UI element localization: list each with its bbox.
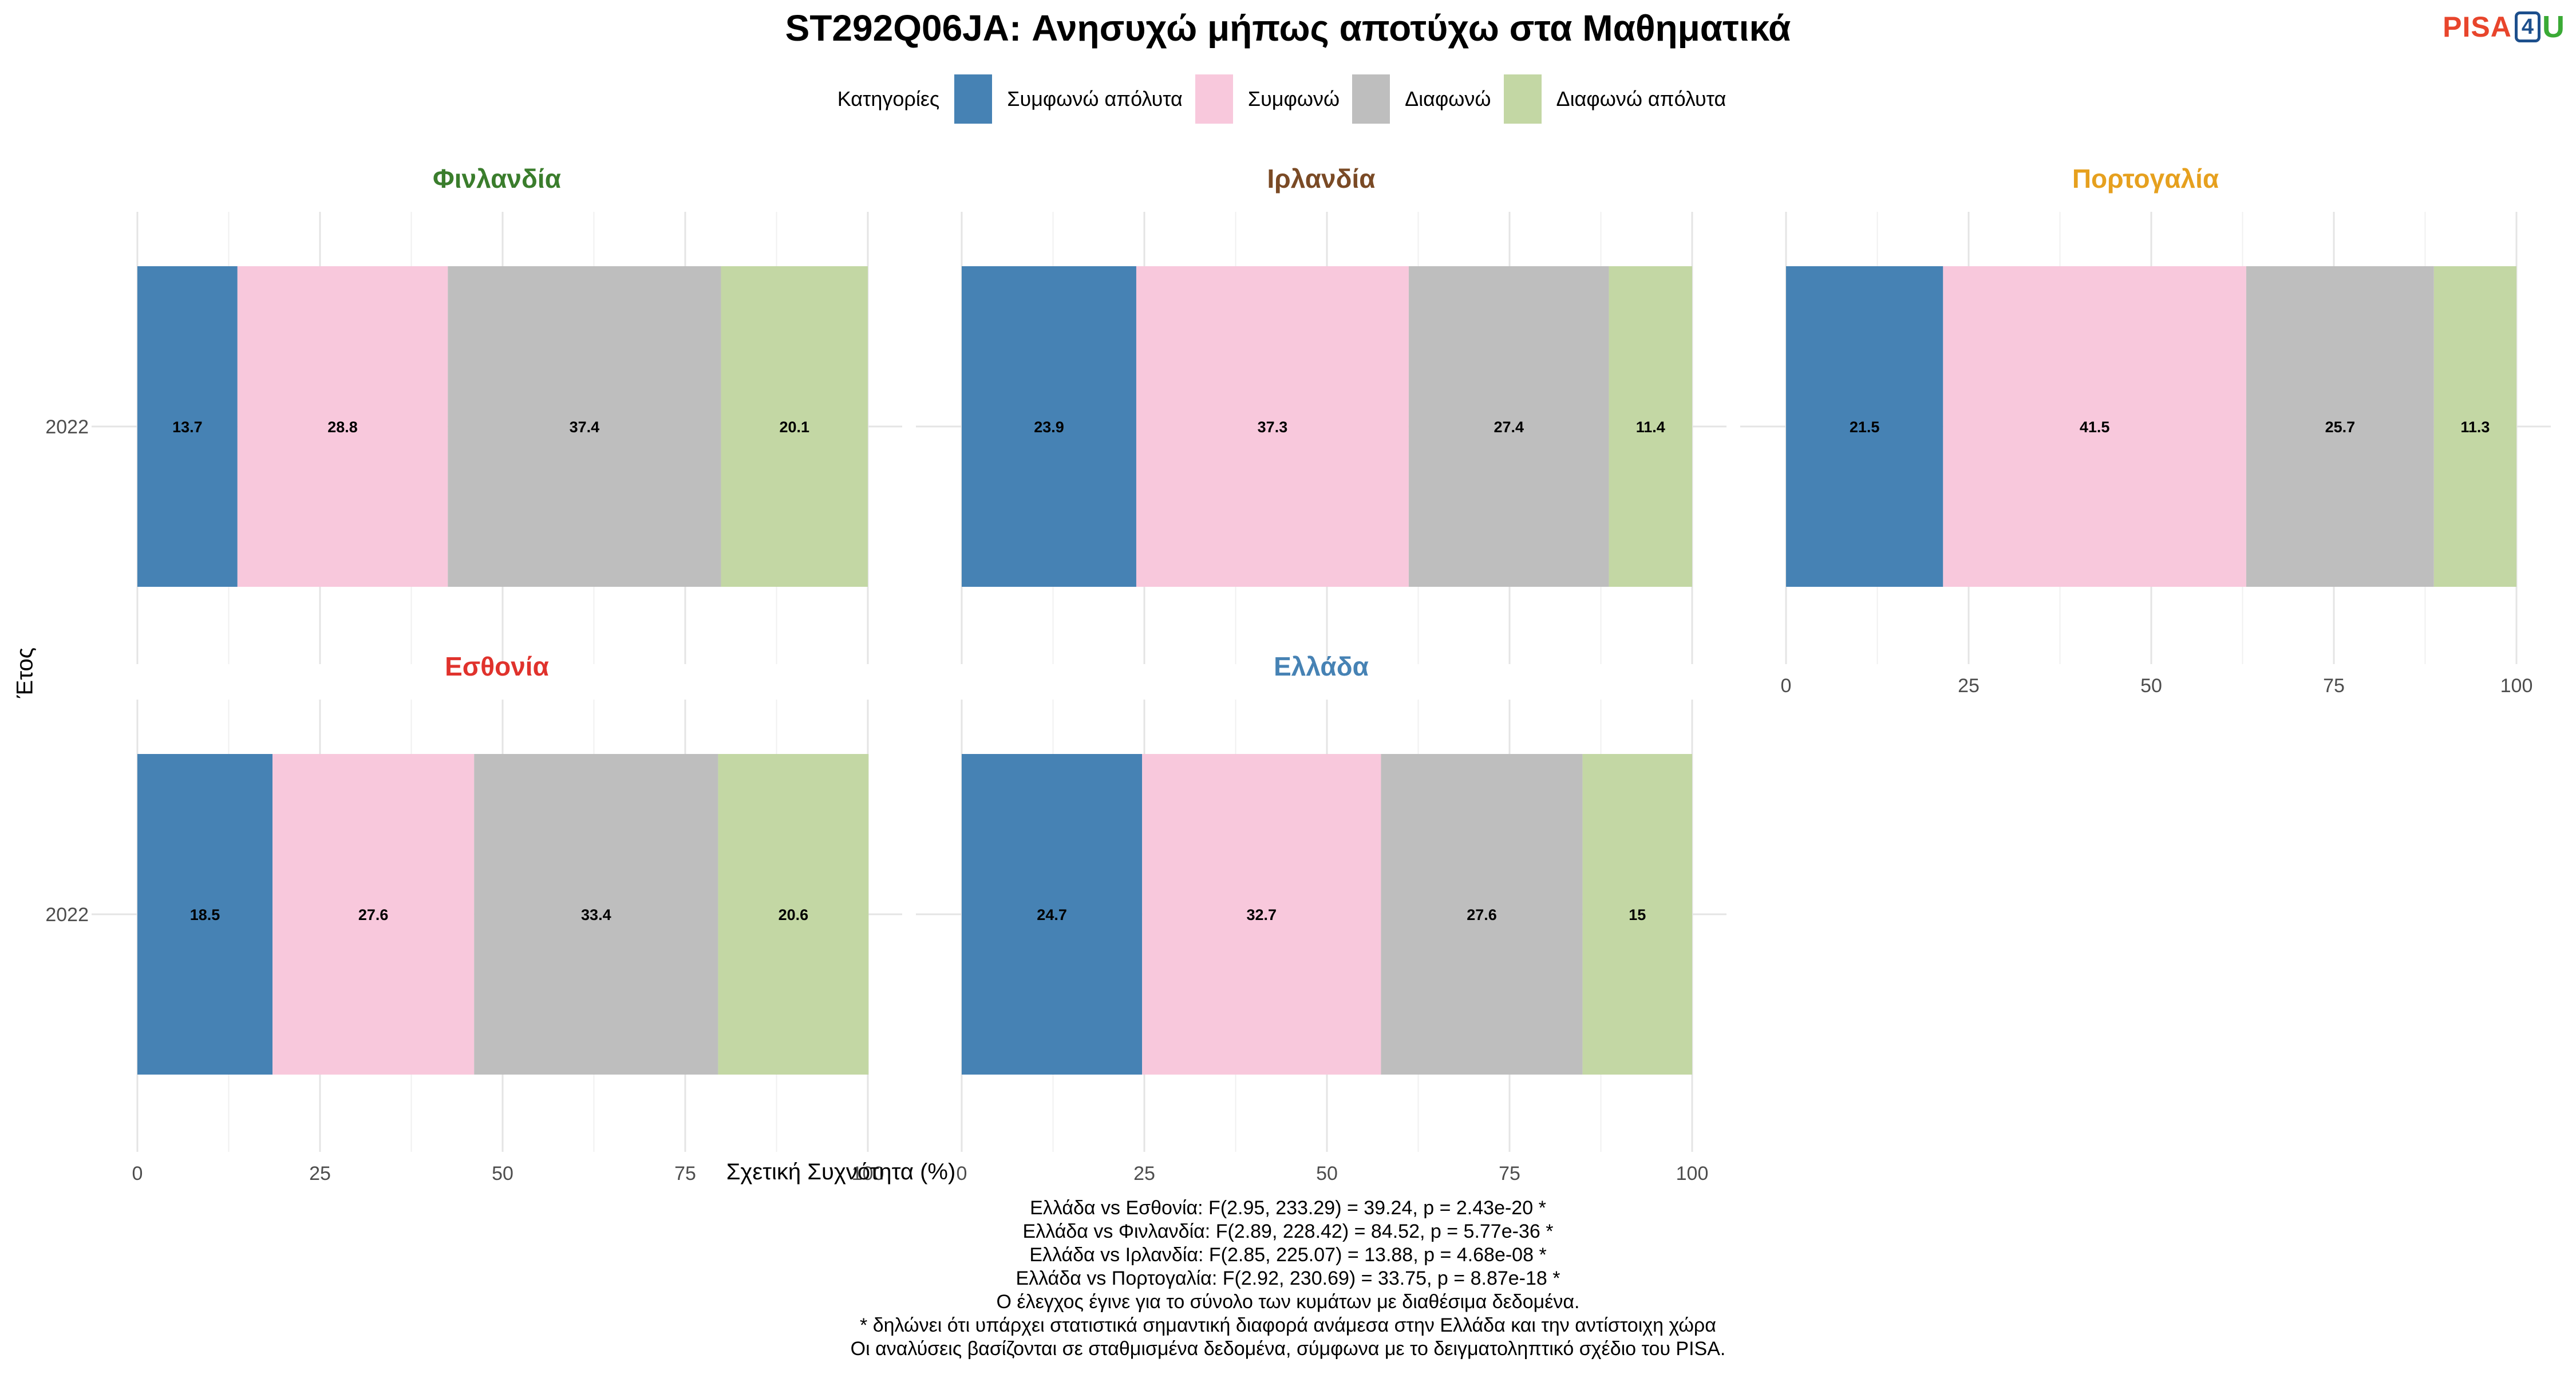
logo-text-u: U (2542, 10, 2565, 44)
bar-segment (1408, 266, 1609, 587)
bar-value-label: 32.7 (1247, 906, 1277, 923)
legend-item-strongly-agree: Συμφωνώ απόλυτα (954, 74, 1183, 124)
bar-segment (137, 266, 238, 587)
bar-value-label: 20.1 (779, 418, 809, 436)
bar-segment (272, 754, 475, 1075)
legend-item-agree: Συμφωνώ (1195, 74, 1340, 124)
bar-segment (1136, 266, 1409, 587)
legend-label-disagree: Διαφωνώ (1405, 87, 1491, 110)
bar-segment (1786, 266, 1943, 587)
x-tick-label: 25 (1958, 675, 1980, 697)
logo-text-four: 4 (2514, 11, 2541, 42)
bar-value-label: 27.4 (1494, 418, 1524, 436)
footnote-line: Ελλάδα vs Πορτογαλία: F(2.92, 230.69) = … (1016, 1268, 1560, 1289)
panel-title: Ιρλανδία (1267, 164, 1375, 194)
bar-segment (1582, 754, 1692, 1075)
logo-text-pisa: PISA (2443, 11, 2512, 43)
legend-label-agree: Συμφωνώ (1247, 87, 1340, 110)
bar-value-label: 15 (1629, 906, 1646, 923)
x-tick-label: 100 (852, 1163, 884, 1185)
x-tick-label: 0 (957, 1163, 967, 1185)
bar-value-label: 23.9 (1034, 418, 1064, 436)
x-tick-label: 100 (2500, 675, 2533, 697)
bar-value-label: 37.4 (570, 418, 600, 436)
chart-title: ST292Q06JA: Ανησυχώ μήπως αποτύχω στα Μα… (785, 7, 1791, 49)
pisa4u-logo: PISA 4 U (2443, 10, 2565, 44)
x-axis-title: Σχετική Συχνότητα (%) (726, 1159, 956, 1185)
x-tick-label: 50 (1316, 1163, 1338, 1185)
legend-item-disagree: Διαφωνώ (1352, 74, 1491, 124)
legend-swatch-agree (1195, 74, 1233, 124)
bar-value-label: 11.3 (2460, 418, 2490, 436)
legend-swatch-strongly-agree (954, 74, 993, 124)
panel-title: Φινλανδία (433, 164, 561, 194)
bar-value-label: 33.4 (581, 906, 611, 923)
panel-title: Ελλάδα (1274, 652, 1369, 681)
x-tick-label: 75 (2323, 675, 2345, 697)
legend-label-strongly-agree: Συμφωνώ απόλυτα (1007, 87, 1183, 110)
legend-swatch-disagree (1352, 74, 1390, 124)
bar-value-label: 18.5 (190, 906, 220, 923)
bar-segment (448, 266, 721, 587)
footnote-line: Ελλάδα vs Εσθονία: F(2.95, 233.29) = 39.… (1030, 1197, 1546, 1219)
bar-value-label: 11.4 (1636, 418, 1665, 436)
legend-swatch-strongly-disagree (1503, 74, 1542, 124)
bar-segment (718, 754, 869, 1075)
bar-segment (1943, 266, 2246, 587)
footnote-line: * δηλώνει ότι υπάρχει στατιστικά σημαντι… (860, 1314, 1716, 1336)
bar-value-label: 21.5 (1850, 418, 1880, 436)
bar-value-label: 27.6 (1467, 906, 1497, 923)
bar-segment (2246, 266, 2434, 587)
x-tick-label: 75 (674, 1163, 696, 1185)
x-tick-label: 75 (1499, 1163, 1520, 1185)
bar-value-label: 37.3 (1258, 418, 1288, 436)
footnote-line: Ελλάδα vs Φινλανδία: F(2.89, 228.42) = 8… (1022, 1221, 1554, 1242)
chart-legend: Κατηγορίες Συμφωνώ απόλυτα Συμφωνώ Διαφω… (0, 73, 2576, 125)
bar-segment (2433, 266, 2516, 587)
bar-segment (137, 754, 273, 1075)
legend-item-strongly-disagree: Διαφωνώ απόλυτα (1503, 74, 1726, 124)
x-tick-label: 25 (1133, 1163, 1155, 1185)
footnotes: Ελλάδα vs Εσθονία: F(2.95, 233.29) = 39.… (0, 1197, 2576, 1361)
legend-title: Κατηγορίες (837, 87, 940, 110)
footnote-line: Ελλάδα vs Ιρλανδία: F(2.85, 225.07) = 13… (1029, 1244, 1547, 1266)
y-tick-label: 2022 (45, 416, 89, 438)
bar-segment (1381, 754, 1583, 1075)
footnote-line: Οι αναλύσεις βασίζονται σε σταθμισμένα δ… (850, 1338, 1726, 1360)
bar-segment (237, 266, 448, 587)
panel-title: Πορτογαλία (2072, 164, 2219, 194)
bar-value-label: 25.7 (2325, 418, 2356, 436)
bar-segment (1142, 754, 1381, 1075)
bar-value-label: 28.8 (327, 418, 358, 436)
bar-value-label: 13.7 (172, 418, 203, 436)
bar-value-label: 27.6 (358, 906, 389, 923)
y-tick-label: 2022 (45, 904, 89, 926)
x-tick-label: 0 (1781, 675, 1792, 697)
x-tick-label: 100 (1676, 1163, 1709, 1185)
x-tick-label: 50 (492, 1163, 513, 1185)
bar-segment (1609, 266, 1692, 587)
bar-value-label: 20.6 (779, 906, 809, 923)
bar-segment (962, 266, 1136, 587)
footnote-line: Ο έλεγχος έγινε για το σύνολο των κυμάτω… (996, 1291, 1580, 1313)
bar-segment (721, 266, 868, 587)
x-tick-label: 25 (309, 1163, 331, 1185)
x-tick-label: 0 (132, 1163, 143, 1185)
x-tick-label: 50 (2140, 675, 2162, 697)
bar-value-label: 41.5 (2080, 418, 2110, 436)
bar-segment (962, 754, 1143, 1075)
bar-value-label: 24.7 (1037, 906, 1067, 923)
legend-label-strongly-disagree: Διαφωνώ απόλυτα (1556, 87, 1726, 110)
bar-segment (474, 754, 718, 1075)
panel-title: Εσθονία (445, 652, 549, 681)
